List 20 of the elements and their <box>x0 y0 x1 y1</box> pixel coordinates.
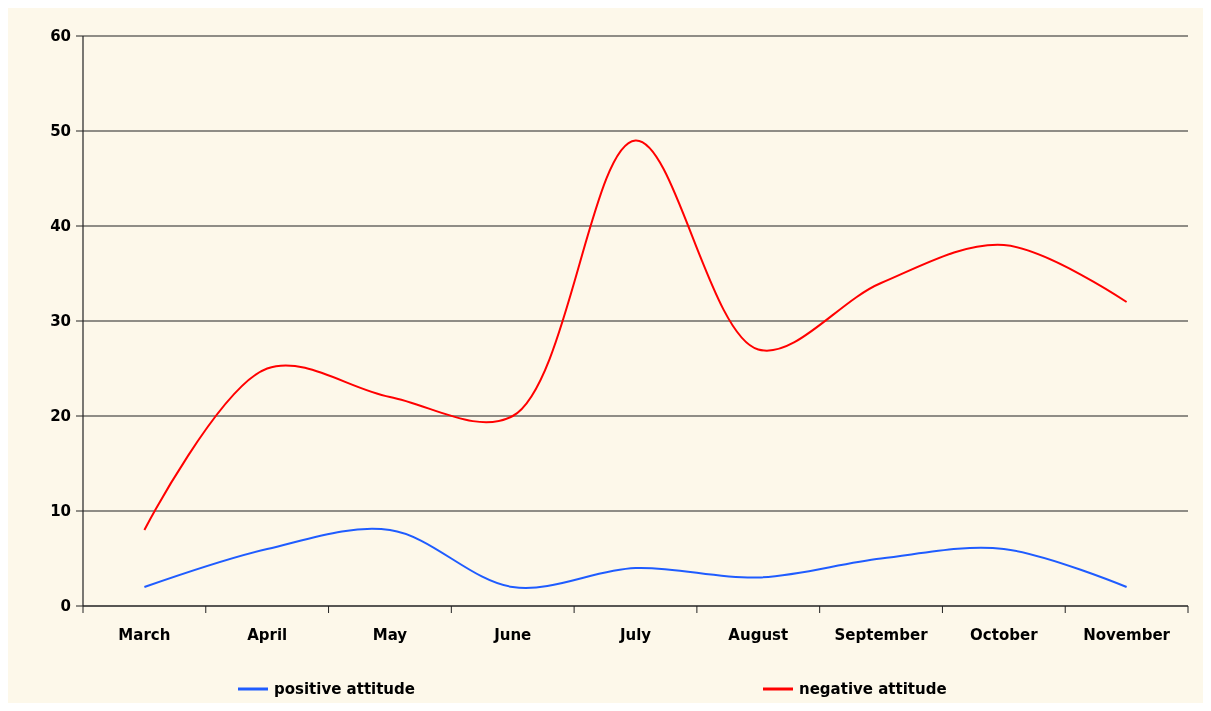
legend-label: positive attitude <box>274 680 415 699</box>
y-tick-label: 0 <box>60 597 71 616</box>
x-tick-label: October <box>970 626 1039 644</box>
y-tick-label: 30 <box>50 312 71 331</box>
legend-label: negative attitude <box>799 680 947 699</box>
x-tick-label: March <box>118 626 171 644</box>
line-series <box>143 139 1128 531</box>
x-tick-label: July <box>618 626 652 644</box>
y-tick-label: 40 <box>50 217 71 236</box>
y-tick-label: 10 <box>50 502 71 521</box>
x-tick-label: June <box>493 626 532 644</box>
line-series <box>143 527 1128 589</box>
y-tick-label: 60 <box>50 27 71 46</box>
y-tick-label: 50 <box>50 122 71 141</box>
x-tick-label: May <box>372 626 408 644</box>
y-tick-label: 20 <box>50 407 71 426</box>
x-tick-label: August <box>728 626 789 644</box>
x-tick-label: November <box>1083 626 1171 644</box>
x-tick-label: April <box>247 626 288 644</box>
x-tick-label: September <box>834 626 929 644</box>
